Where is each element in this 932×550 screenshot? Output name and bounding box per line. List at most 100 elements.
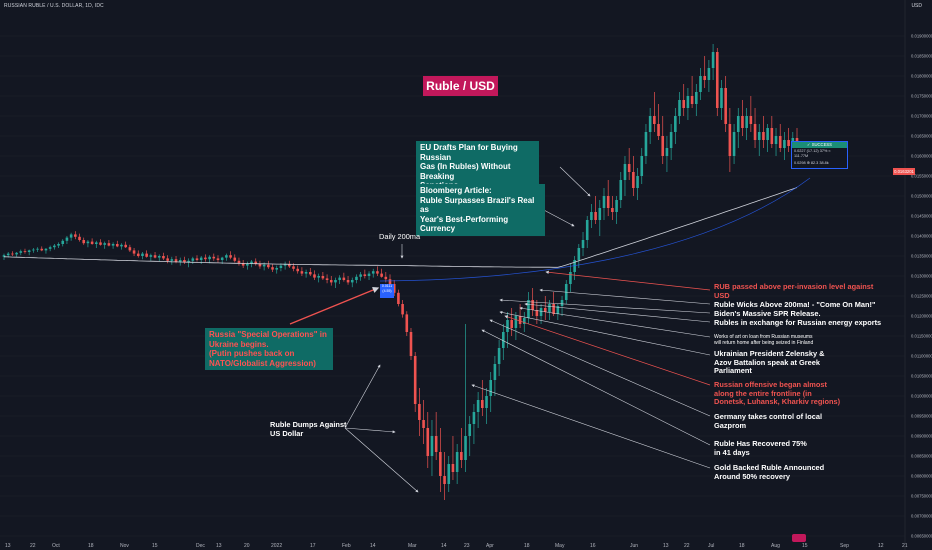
x-tick-label: Oct [52,543,60,549]
candle-body [695,92,698,104]
trade-result-box[interactable]: ✓ SUCCESS 0.0227 (17.12) 37% ≈ 111.77M 0… [791,141,848,169]
y-tick-label: 0.01700000 [911,114,932,119]
candle-body [422,420,425,428]
ma200-label: Daily 200ma [379,232,421,241]
y-tick-label: 0.01900000 [911,34,932,39]
candle-body [430,436,434,456]
x-tick-label: May [555,543,565,549]
candle-body [195,258,199,260]
y-tick-label: 0.01100000 [911,354,932,359]
exchange-pointer [524,302,711,323]
candle-body [262,264,266,267]
y-tick-label: 0.01550000 [911,174,932,179]
trade-line-2: 0.0298 ⊕ 82.3 38.8k [794,161,829,165]
candle-body [267,264,270,268]
entry-price-tag[interactable]: 0.0111 (4.55) [380,284,394,298]
candle-body [170,259,174,261]
candle-body [795,138,799,144]
candle-body [476,400,480,412]
x-tick-label: Nov [120,543,129,549]
currency-label: USD [911,3,922,9]
candle-body [569,272,572,284]
y-tick-label: 0.01850000 [911,54,932,59]
candle-body [40,248,44,251]
y-tick-label: 0.01450000 [911,214,932,219]
y-tick-label: 0.00850000 [911,454,932,459]
candle-body [271,267,274,270]
candle-body [665,148,669,156]
candle-body [602,196,606,208]
candle-body [199,257,203,260]
bloomberg-note: Bloomberg Article: Ruble Surpasses Brazil… [416,184,545,236]
candle-body [715,52,719,108]
candle-body [220,257,224,260]
wicks-pointer [539,288,711,305]
candle-body [74,234,77,237]
y-tick-label: 0.00700000 [911,514,932,519]
candle-body [246,264,249,266]
candle-body [418,404,421,420]
candle-body [233,257,237,261]
candle-body [711,52,715,68]
candle-body [11,253,14,255]
ruble-wicks-note: Ruble Wicks Above 200ma! - "Come On Man!… [714,300,876,309]
candle-body [111,244,115,246]
x-tick-label: Mar [408,543,417,549]
candle-body [99,242,102,245]
rub-passed-pointer [545,270,711,291]
candle-body [757,132,761,140]
candle-body [632,172,635,188]
candle-body [120,244,123,247]
candle-body [552,304,555,314]
candle-body [115,244,119,247]
candle-body [606,196,610,208]
candle-body [464,436,467,460]
candle-body [145,253,148,257]
x-tick-label: 18 [524,543,530,549]
y-tick-label: 0.01400000 [911,234,932,239]
x-tick-label: Sep [840,543,849,549]
candle-body [380,273,383,277]
candle-body [585,220,589,240]
candle-body [321,276,325,279]
candle-body [598,208,602,220]
candle-body [732,132,736,156]
x-tick-label: 15 [152,543,158,549]
candle-body [640,156,644,176]
chart-title: Ruble / USD [423,76,498,96]
biden-spr-note: Biden's Massive SPR Release. [714,309,821,318]
candle-body [162,256,165,259]
trend-curve [379,177,811,282]
gold-pointer [471,384,711,469]
x-tick-label: Apr [486,543,494,549]
candle-body [556,306,560,314]
y-tick-label: 0.01800000 [911,74,932,79]
y-tick-label: 0.01500000 [911,194,932,199]
candle-body [254,261,258,264]
x-tick-label: 20 [244,543,250,549]
candle-body [518,316,522,324]
candle-body [325,278,329,280]
y-tick-label: 0.01250000 [911,294,932,299]
candle-body [678,100,681,116]
candle-body [208,256,211,260]
candle-body [401,304,404,315]
candle-body [741,116,744,128]
candle-body [644,132,648,156]
candle-body [86,241,90,244]
candle-body [485,396,488,408]
candle-body [460,452,463,460]
candle-body [468,424,472,436]
candle-body [657,124,660,136]
zelensky-pointer [499,311,711,356]
x-tick-label: 13 [5,543,11,549]
candle-body [296,268,300,272]
candle-body [350,280,354,283]
x-tick-label: Aug [771,543,780,549]
x-tick-label: 14 [370,543,376,549]
art-return-note: Works of art on loan from Russian museum… [714,334,814,346]
y-tick-label: 0.01300000 [911,274,932,279]
candle-body [329,280,333,283]
dump-arrow-2 [344,427,396,434]
